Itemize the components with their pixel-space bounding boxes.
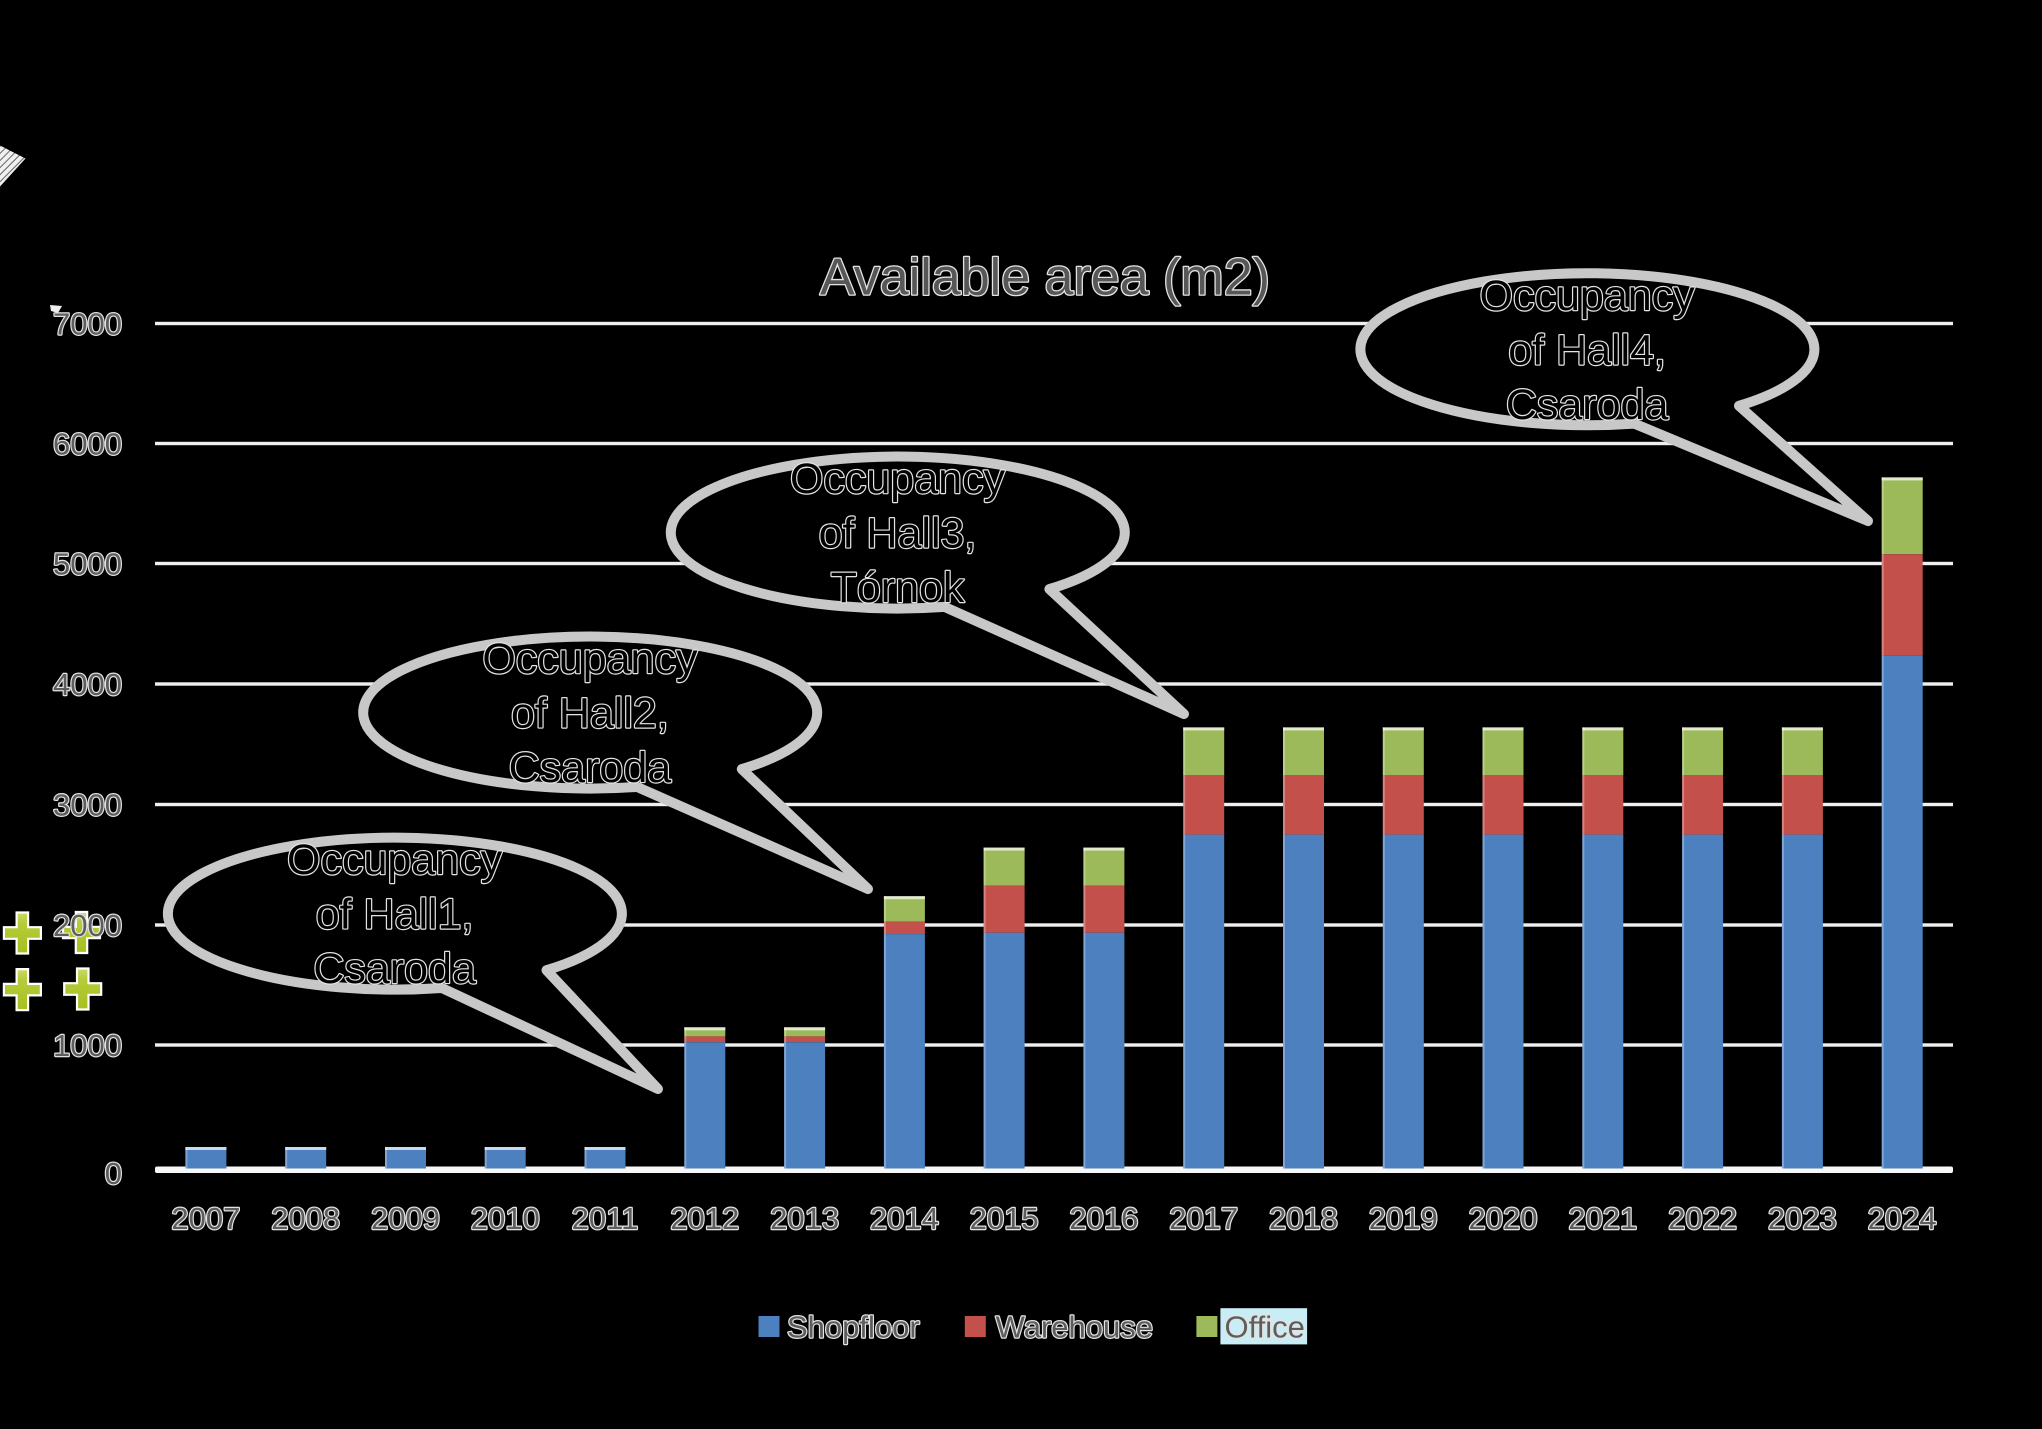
svg-text:4000: 4000 bbox=[53, 667, 122, 702]
svg-text:Occupancy: Occupancy bbox=[1480, 272, 1696, 320]
svg-text:2012: 2012 bbox=[670, 1201, 739, 1236]
svg-text:Occupancy: Occupancy bbox=[482, 635, 698, 683]
svg-text:2000: 2000 bbox=[53, 908, 122, 943]
svg-text:Csaroda: Csaroda bbox=[509, 744, 672, 792]
svg-text:2010: 2010 bbox=[471, 1201, 540, 1236]
svg-text:of Hall2,: of Hall2, bbox=[511, 690, 669, 738]
svg-text:2009: 2009 bbox=[371, 1201, 440, 1236]
svg-text:2011: 2011 bbox=[572, 1201, 639, 1236]
svg-text:Shopfloor: Shopfloor bbox=[787, 1310, 920, 1345]
svg-text:Office: Office bbox=[1225, 1310, 1305, 1345]
svg-text:6000: 6000 bbox=[53, 427, 122, 462]
svg-text:0: 0 bbox=[105, 1156, 122, 1191]
svg-text:2008: 2008 bbox=[271, 1201, 340, 1236]
svg-text:2024: 2024 bbox=[1868, 1201, 1937, 1236]
svg-text:2017: 2017 bbox=[1169, 1201, 1238, 1236]
svg-text:2018: 2018 bbox=[1269, 1201, 1338, 1236]
svg-text:5000: 5000 bbox=[53, 547, 122, 582]
svg-text:2013: 2013 bbox=[770, 1201, 839, 1236]
svg-text:Occupancy: Occupancy bbox=[790, 455, 1006, 503]
svg-text:2021: 2021 bbox=[1568, 1201, 1637, 1236]
svg-text:1000: 1000 bbox=[53, 1028, 122, 1063]
svg-text:of Hall4,: of Hall4, bbox=[1508, 326, 1666, 374]
svg-text:2007: 2007 bbox=[171, 1201, 240, 1236]
svg-text:Occupancy: Occupancy bbox=[287, 836, 503, 884]
svg-text:3000: 3000 bbox=[53, 788, 122, 823]
svg-text:2023: 2023 bbox=[1768, 1201, 1837, 1236]
svg-text:Tórnok: Tórnok bbox=[831, 564, 965, 612]
svg-text:Available area (m2): Available area (m2) bbox=[820, 249, 1270, 307]
svg-text:2022: 2022 bbox=[1668, 1201, 1737, 1236]
svg-text:2019: 2019 bbox=[1369, 1201, 1438, 1236]
svg-text:Csaroda: Csaroda bbox=[313, 945, 476, 993]
svg-text:Warehouse: Warehouse bbox=[996, 1310, 1153, 1345]
svg-text:of Hall3,: of Hall3, bbox=[819, 510, 977, 558]
svg-text:7000: 7000 bbox=[53, 307, 122, 342]
svg-text:2016: 2016 bbox=[1069, 1201, 1138, 1236]
svg-text:2020: 2020 bbox=[1469, 1201, 1538, 1236]
svg-text:Csaroda: Csaroda bbox=[1506, 381, 1669, 429]
svg-text:2014: 2014 bbox=[870, 1201, 939, 1236]
svg-text:2015: 2015 bbox=[970, 1201, 1039, 1236]
svg-text:of Hall1,: of Hall1, bbox=[316, 891, 474, 939]
